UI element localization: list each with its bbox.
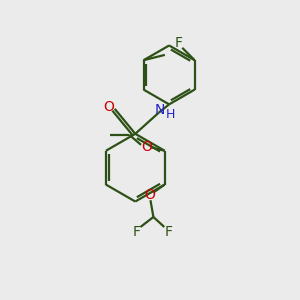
Text: F: F [133, 225, 141, 239]
Text: O: O [103, 100, 114, 114]
Text: O: O [141, 140, 152, 154]
Text: H: H [165, 108, 175, 121]
Text: O: O [144, 188, 155, 202]
Text: N: N [154, 103, 165, 117]
Text: F: F [164, 225, 172, 239]
Text: F: F [175, 36, 183, 50]
